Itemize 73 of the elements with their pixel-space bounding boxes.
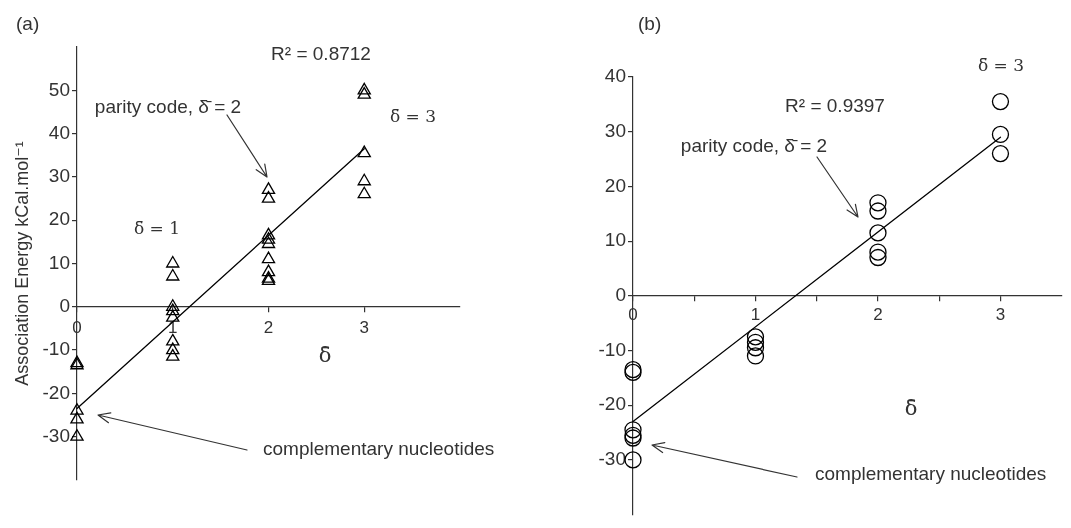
- y-tick-label: 30: [604, 119, 626, 141]
- y-tick-label: 40: [48, 121, 70, 143]
- point: [991, 144, 1010, 163]
- point: [261, 236, 276, 249]
- point: [166, 348, 180, 361]
- point: [624, 451, 642, 469]
- y-tick-label: -20: [598, 393, 626, 415]
- point: [166, 303, 180, 316]
- annotation: complementary nucleotides: [815, 463, 1047, 485]
- x-tick-label: 2: [873, 304, 883, 324]
- point: [261, 227, 276, 240]
- point: [70, 411, 84, 424]
- annotation: δ̄ = 3: [389, 106, 437, 127]
- point: [261, 251, 276, 264]
- point: [869, 248, 887, 267]
- y-tick-label: -10: [42, 338, 70, 360]
- point: [261, 264, 276, 277]
- point: [166, 255, 180, 268]
- x-tick-label: 1: [750, 304, 761, 324]
- y-tick-label: -10: [598, 338, 626, 360]
- point: [261, 182, 276, 195]
- point: [166, 333, 180, 346]
- y-tick-label: 10: [48, 251, 70, 273]
- y-tick-label: 30: [48, 165, 70, 187]
- y-tick-label: -20: [42, 381, 70, 403]
- x-axis-title: δ̄: [318, 343, 332, 368]
- text: δ̄ = 3: [977, 55, 1025, 76]
- y-tick-label: 50: [48, 78, 70, 100]
- chart-title: (b): [638, 13, 662, 35]
- x-tick-label: 1: [168, 317, 178, 337]
- point: [991, 125, 1010, 144]
- point: [357, 86, 371, 99]
- point: [357, 173, 371, 186]
- y-tick-label: -30: [42, 424, 70, 446]
- x-tick-label: 3: [359, 317, 369, 337]
- point: [746, 333, 765, 351]
- point: [261, 232, 276, 244]
- point: [166, 309, 180, 322]
- y-tick-label: 0: [615, 284, 626, 306]
- point: [869, 194, 887, 212]
- point: [166, 268, 180, 281]
- point: [991, 92, 1010, 111]
- annotation: R² = 0.9397: [785, 95, 885, 117]
- point: [166, 342, 180, 355]
- point: [357, 82, 371, 95]
- annotation: complementary nucleotides: [263, 438, 495, 460]
- point: [869, 224, 887, 242]
- y-tick-label: 20: [48, 208, 70, 230]
- x-axis-title: δ̄: [904, 396, 918, 421]
- point: [746, 347, 765, 365]
- point: [869, 243, 887, 261]
- x-tick-label: 3: [995, 304, 1006, 324]
- y-tick-label: 40: [604, 65, 626, 87]
- point: [70, 403, 84, 415]
- x-tick-label: 2: [263, 317, 274, 337]
- annotation: δ̄ = 1: [133, 218, 181, 239]
- point: [746, 339, 765, 357]
- y-tick-label: 20: [604, 174, 626, 196]
- point: [869, 202, 887, 220]
- y-axis-title: Association Energy kCal.mol⁻¹: [11, 141, 32, 386]
- annotation: parity code, δ̄ = 2: [94, 96, 242, 118]
- chart-title: (a): [16, 13, 40, 35]
- annotation: R² = 0.8712: [271, 43, 371, 65]
- point: [166, 299, 180, 311]
- point: [746, 328, 765, 346]
- y-tick-label: 10: [604, 229, 626, 251]
- point: [357, 186, 371, 199]
- point: [624, 421, 642, 439]
- point: [261, 190, 276, 203]
- y-tick-label: -30: [598, 448, 626, 470]
- annotation: parity code, δ̄ = 2: [680, 135, 828, 157]
- point: [357, 145, 371, 158]
- point: [70, 429, 84, 441]
